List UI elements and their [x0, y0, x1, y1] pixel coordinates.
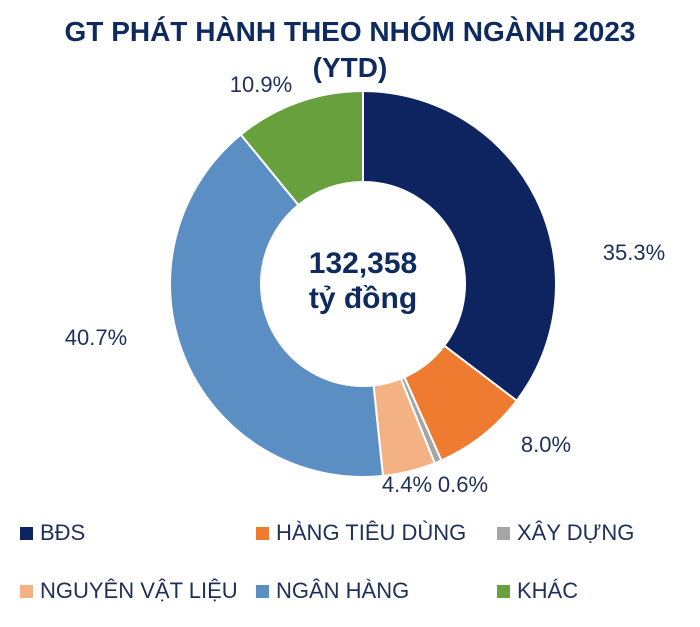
- data-label-5: 10.9%: [230, 72, 292, 97]
- data-label-3: 4.4%: [382, 472, 432, 497]
- chart-title-line1: GT PHÁT HÀNH THEO NHÓM NGÀNH 2023: [64, 16, 636, 47]
- data-label-4: 40.7%: [65, 325, 127, 350]
- slice-ngân-hàng: [169, 133, 385, 478]
- chart-title: GT PHÁT HÀNH THEO NHÓM NGÀNH 2023 (YTD): [0, 14, 700, 86]
- data-label-0: 35.3%: [603, 240, 665, 265]
- data-label-2: 0.6%: [438, 472, 488, 497]
- data-label-1: 8.0%: [521, 432, 571, 457]
- slice-bđs: [362, 89, 557, 403]
- slice-khác: [239, 89, 364, 207]
- center-unit: tỷ đồng: [309, 282, 417, 315]
- center-value: 132,358: [309, 247, 417, 280]
- chart-title-line2: (YTD): [312, 52, 388, 83]
